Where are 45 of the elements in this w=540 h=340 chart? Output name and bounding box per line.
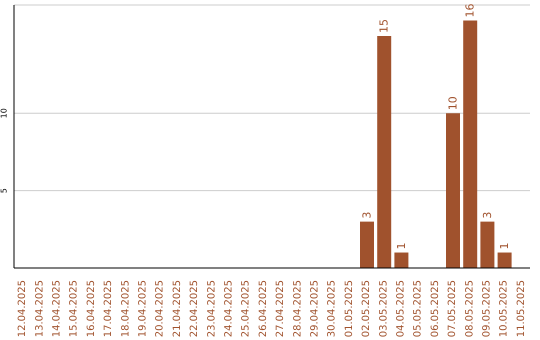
x-tick-label: 09.05.2025 — [482, 280, 492, 338]
x-tick-label: 30.04.2025 — [326, 280, 338, 338]
x-tick-label: 25.04.2025 — [240, 280, 252, 338]
x-tick-label: 24.04.2025 — [224, 280, 234, 338]
bar — [446, 113, 460, 268]
x-tick-label: 02.05.2025 — [361, 280, 372, 338]
x-tick-label: 11.05.2025 — [516, 280, 527, 338]
x-tick-label: 10.05.2025 — [498, 280, 510, 338]
bar — [498, 252, 512, 268]
x-tick-label: 13.04.2025 — [34, 280, 46, 338]
x-tick-label: 28.04.2025 — [292, 280, 304, 338]
x-tick-label: 15.04.2025 — [68, 280, 80, 338]
x-tick-label: 29.04.2025 — [310, 280, 320, 338]
x-tick-label: 12.04.2025 — [17, 280, 28, 338]
x-tick-label: 14.04.2025 — [52, 280, 62, 338]
x-tick-label: 27.04.2025 — [275, 280, 286, 338]
bar — [480, 222, 494, 268]
x-tick-label: 23.04.2025 — [206, 280, 218, 338]
x-tick-label: 01.05.2025 — [344, 280, 355, 338]
bar — [360, 222, 374, 268]
x-tick-label: 21.04.2025 — [172, 280, 183, 338]
x-tick-label: 08.05.2025 — [464, 280, 476, 338]
x-tick-label: 17.04.2025 — [103, 280, 114, 338]
data-label: 3 — [480, 212, 494, 219]
x-tick-label: 05.05.2025 — [412, 280, 424, 338]
data-label: 1 — [498, 242, 512, 250]
bar — [394, 252, 408, 268]
x-tick-label: 18.04.2025 — [120, 280, 132, 338]
y-tick-label: 5 — [0, 188, 8, 194]
bar — [463, 20, 478, 268]
data-label: 16 — [464, 3, 477, 18]
data-label: 10 — [446, 96, 460, 110]
x-tick-label: 16.04.2025 — [86, 280, 97, 338]
x-tick-label: 19.04.2025 — [138, 280, 148, 338]
data-label: 15 — [378, 18, 391, 33]
x-tick-label: 20.04.2025 — [154, 280, 166, 338]
x-tick-label: 07.05.2025 — [447, 280, 458, 338]
x-tick-label: 04.05.2025 — [396, 280, 406, 338]
x-tick-label: 06.05.2025 — [430, 280, 441, 338]
x-tick-label: 22.04.2025 — [189, 280, 200, 338]
data-label: 1 — [394, 242, 408, 250]
x-tick-label: 03.05.2025 — [378, 280, 390, 338]
data-label: 3 — [360, 212, 374, 219]
x-tick-label: 26.04.2025 — [258, 280, 269, 338]
bar — [377, 36, 392, 268]
